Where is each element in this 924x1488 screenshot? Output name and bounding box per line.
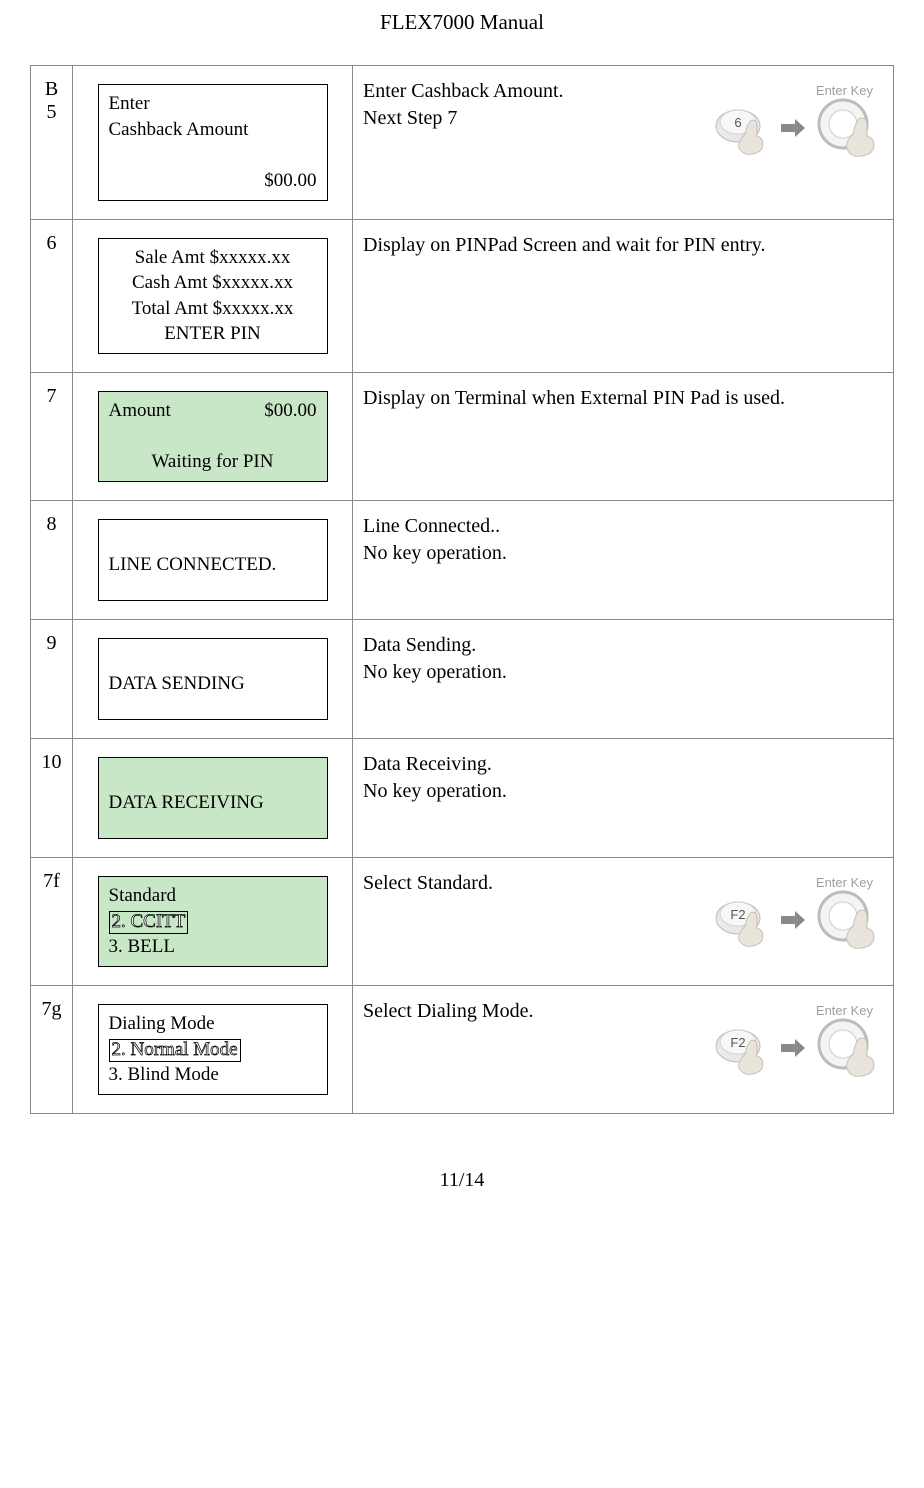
- table-row: 9 DATA SENDING Data Sending.No key operat…: [31, 620, 894, 739]
- screen-text: Total Amt $xxxxx.xx: [109, 296, 317, 322]
- terminal-screen: Amount $00.00 Waiting for PIN: [98, 391, 328, 482]
- step-number: 7: [31, 373, 73, 501]
- terminal-screen: LINE CONNECTED.: [98, 519, 328, 601]
- screen-text: DATA RECEIVING: [109, 790, 317, 816]
- screen-text: [109, 645, 317, 671]
- enter-key-graphic: Enter Key 6: [703, 78, 883, 158]
- enter-key-label: Enter Key: [816, 1002, 873, 1020]
- description-text: Line Connected..No key operation.: [363, 513, 883, 567]
- screen-text: Standard: [109, 883, 317, 909]
- screen-text: [109, 764, 317, 790]
- terminal-screen: DATA RECEIVING: [98, 757, 328, 839]
- description-cell: Select Dialing Mode. Enter Key F2: [353, 985, 894, 1113]
- screen-text: Cash Amt $xxxxx.xx: [109, 270, 317, 296]
- screen-cell: EnterCashback Amount $00.00: [73, 66, 353, 220]
- screen-text: $00.00: [109, 168, 317, 194]
- description-text: Display on Terminal when External PIN Pa…: [363, 385, 883, 412]
- screen-text: Waiting for PIN: [109, 449, 317, 475]
- screen-text: ENTER PIN: [109, 321, 317, 347]
- step-number: 10: [31, 739, 73, 858]
- screen-text: 2. CCITT: [109, 909, 317, 935]
- screen-text: DATA SENDING: [109, 671, 317, 697]
- page-number: 11/14: [30, 1169, 894, 1192]
- screen-cell: LINE CONNECTED.: [73, 501, 353, 620]
- screen-cell: DATA SENDING: [73, 620, 353, 739]
- enter-key-label: Enter Key: [816, 874, 873, 892]
- screen-text: $00.00: [264, 398, 316, 424]
- step-number: 6: [31, 219, 73, 373]
- document-title: FLEX7000 Manual: [30, 10, 894, 35]
- table-row: 6Sale Amt $xxxxx.xxCash Amt $xxxxx.xxTot…: [31, 219, 894, 373]
- screen-text: 3. Blind Mode: [109, 1062, 317, 1088]
- screen-text: Dialing Mode: [109, 1011, 317, 1037]
- screen-cell: DATA RECEIVING: [73, 739, 353, 858]
- description-text: Display on PINPad Screen and wait for PI…: [363, 232, 883, 259]
- screen-text: 2. Normal Mode: [109, 1037, 317, 1063]
- enter-key-label: Enter Key: [816, 82, 873, 100]
- screen-text-highlight: 2. Normal Mode: [109, 1039, 241, 1062]
- description-cell: Enter Cashback Amount.Next Step 7Enter K…: [353, 66, 894, 220]
- screen-text: [109, 424, 317, 450]
- screen-text: [109, 526, 317, 552]
- description-text: Select Standard.: [363, 870, 695, 897]
- screen-cell: Dialing Mode2. Normal Mode3. Blind Mode: [73, 985, 353, 1113]
- table-row: B5EnterCashback Amount $00.00Enter Cashb…: [31, 66, 894, 220]
- description-text: Select Dialing Mode.: [363, 998, 695, 1025]
- step-number: B5: [31, 66, 73, 220]
- screen-cell: Amount $00.00 Waiting for PIN: [73, 373, 353, 501]
- screen-text: Amount: [109, 398, 171, 424]
- steps-table: B5EnterCashback Amount $00.00Enter Cashb…: [30, 65, 894, 1114]
- screen-text: Enter: [109, 91, 317, 117]
- step-number: 7f: [31, 858, 73, 986]
- table-row: 8 LINE CONNECTED. Line Connected..No key …: [31, 501, 894, 620]
- table-row: 10 DATA RECEIVING Data Receiving.No key o…: [31, 739, 894, 858]
- screen-text: Cashback Amount: [109, 117, 317, 143]
- description-cell: Data Sending.No key operation.: [353, 620, 894, 739]
- description-cell: Data Receiving.No key operation.: [353, 739, 894, 858]
- table-row: 7g Dialing Mode2. Normal Mode3. Blind Mod…: [31, 985, 894, 1113]
- description-cell: Line Connected..No key operation.: [353, 501, 894, 620]
- terminal-screen: Sale Amt $xxxxx.xxCash Amt $xxxxx.xxTota…: [98, 238, 328, 355]
- step-number: 9: [31, 620, 73, 739]
- description-cell: Display on PINPad Screen and wait for PI…: [353, 219, 894, 373]
- screen-cell: Sale Amt $xxxxx.xxCash Amt $xxxxx.xxTota…: [73, 219, 353, 373]
- screen-cell: Standard2. CCITT3. BELL: [73, 858, 353, 986]
- screen-text-highlight: 2. CCITT: [109, 911, 189, 934]
- description-text: Data Receiving.No key operation.: [363, 751, 883, 805]
- enter-key-graphic: Enter Key F2: [703, 998, 883, 1078]
- terminal-screen: Dialing Mode2. Normal Mode3. Blind Mode: [98, 1004, 328, 1095]
- description-cell: Display on Terminal when External PIN Pa…: [353, 373, 894, 501]
- step-number: 8: [31, 501, 73, 620]
- step-number: 7g: [31, 985, 73, 1113]
- table-row: 7 Amount $00.00 Waiting for PIN Display on …: [31, 373, 894, 501]
- enter-key-graphic: Enter Key F2: [703, 870, 883, 950]
- screen-text: LINE CONNECTED.: [109, 552, 317, 578]
- table-row: 7f Standard2. CCITT3. BELL Select Standard…: [31, 858, 894, 986]
- svg-text:F2: F2: [730, 1035, 745, 1050]
- svg-text:6: 6: [734, 115, 741, 130]
- terminal-screen: Standard2. CCITT3. BELL: [98, 876, 328, 967]
- screen-text: 3. BELL: [109, 934, 317, 960]
- description-text: Data Sending.No key operation.: [363, 632, 883, 686]
- terminal-screen: DATA SENDING: [98, 638, 328, 720]
- svg-text:F2: F2: [730, 907, 745, 922]
- description-text: Enter Cashback Amount.Next Step 7: [363, 78, 695, 132]
- screen-text: [109, 142, 317, 168]
- terminal-screen: EnterCashback Amount $00.00: [98, 84, 328, 201]
- description-cell: Select Standard. Enter Key F2: [353, 858, 894, 986]
- screen-text: Sale Amt $xxxxx.xx: [109, 245, 317, 271]
